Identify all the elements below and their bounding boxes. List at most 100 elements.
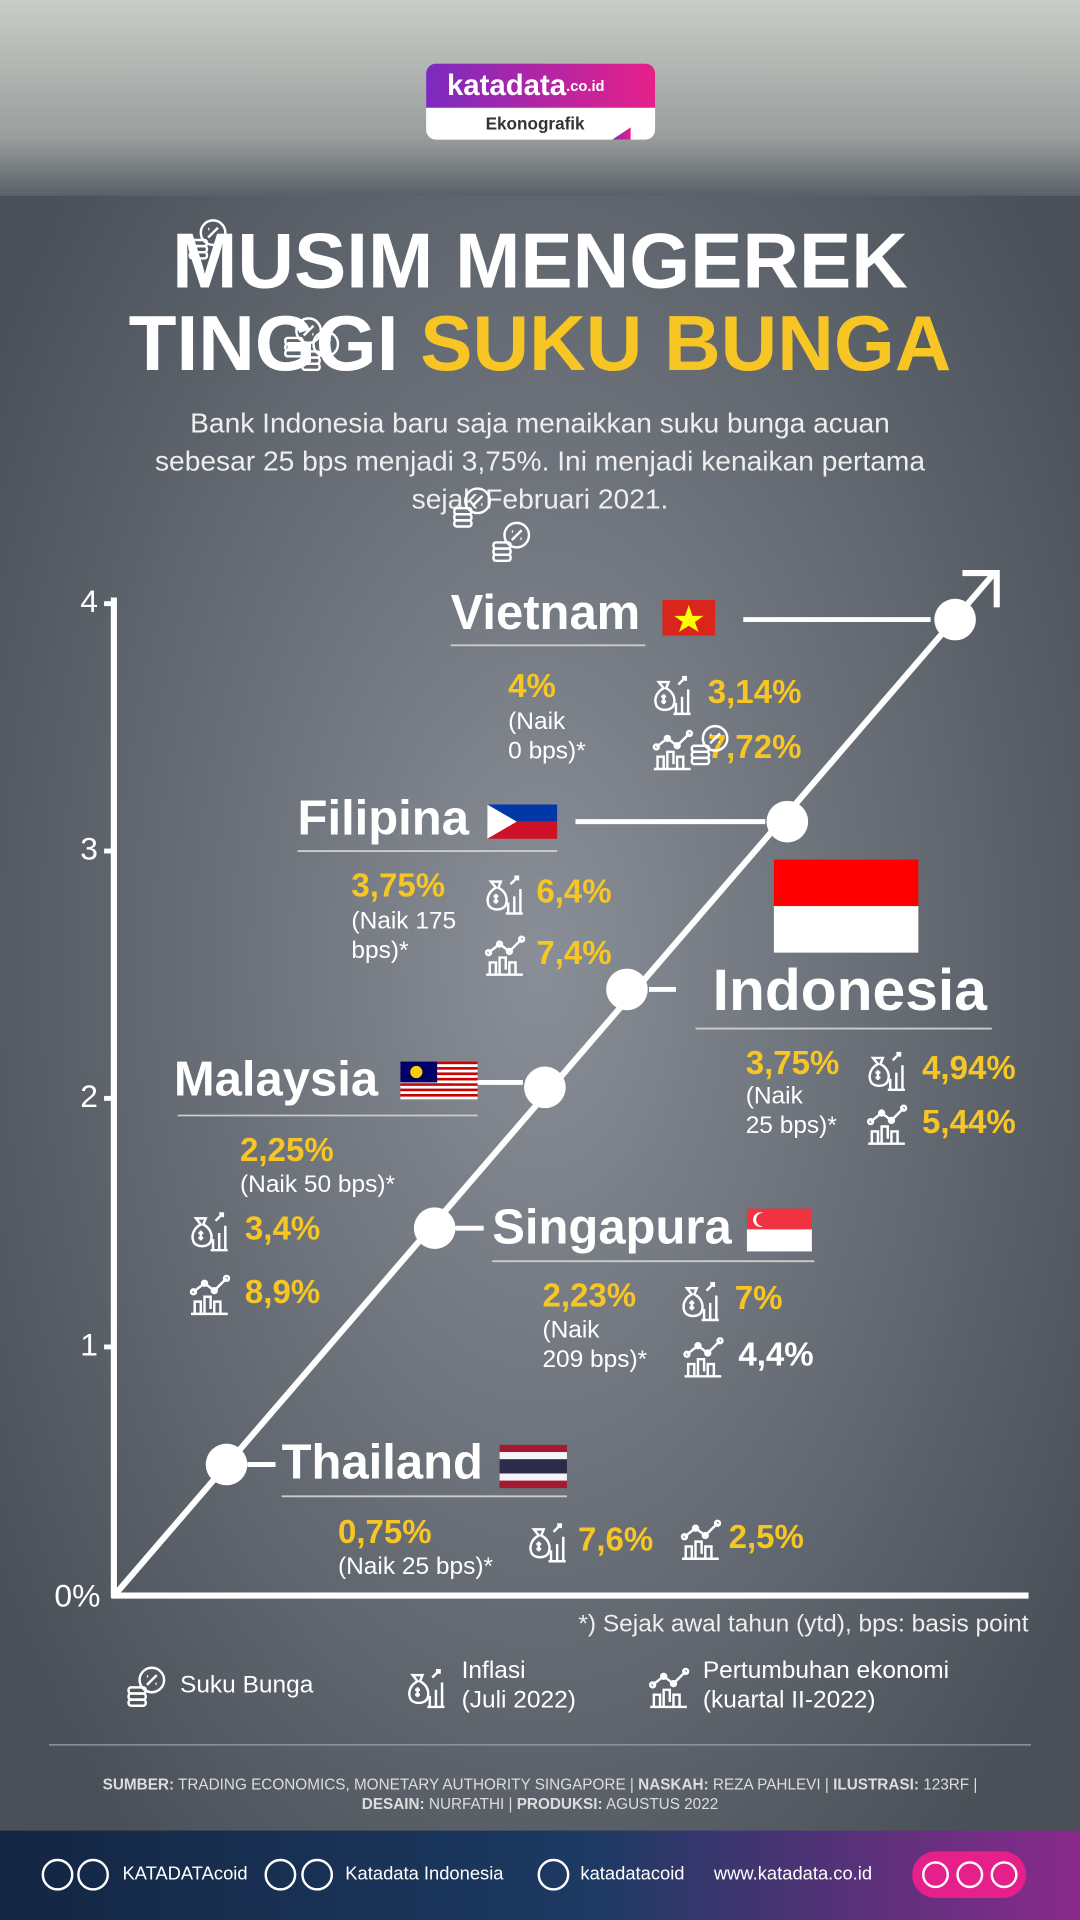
flag	[499, 1444, 567, 1453]
footer-link: katadatacoid	[580, 1863, 684, 1884]
flag-star	[674, 604, 704, 632]
flag	[400, 1096, 478, 1100]
country-dot	[205, 1443, 248, 1486]
flag	[400, 1075, 478, 1078]
source-text: REZA PAHLEVI |	[709, 1776, 833, 1793]
flag	[400, 1077, 478, 1081]
growth: 4,4%	[738, 1336, 813, 1373]
flag	[400, 1064, 478, 1068]
source-text: 123RF |	[919, 1776, 977, 1793]
flag	[773, 859, 919, 907]
axis-label: 4	[80, 583, 98, 619]
rate-note: (Naik 175	[351, 908, 456, 935]
source-text: AGUSTUS 2022	[603, 1796, 719, 1813]
country-name: Indonesia	[713, 958, 989, 1023]
legend-label: (Juli 2022)	[462, 1686, 576, 1713]
brand-suffix: .co.id	[566, 79, 604, 95]
flag	[499, 1466, 567, 1474]
title-line1: MUSIM MENGEREK	[172, 217, 908, 305]
rate: 4%	[508, 668, 556, 705]
flag	[487, 804, 517, 839]
legend-label: Suku Bunga	[180, 1672, 314, 1699]
country-dot	[606, 968, 648, 1011]
country-name: Thailand	[282, 1436, 483, 1490]
country-dot	[413, 1207, 456, 1249]
footer-link: Katadata Indonesia	[345, 1863, 504, 1884]
social-icons	[41, 1858, 1018, 1891]
footnote: *) Sejak awal tahun (ytd), bps: basis po…	[578, 1610, 1028, 1637]
subtitle-line: sejak Februari 2021.	[412, 483, 669, 514]
country-name: Malaysia	[174, 1052, 379, 1106]
flag	[400, 1069, 478, 1073]
inflation: 6,4%	[536, 874, 611, 911]
logo-brand: katadata.co.id	[447, 69, 605, 102]
cc-badge	[912, 1851, 1027, 1898]
flag	[400, 1091, 478, 1094]
flag	[400, 1088, 478, 1092]
rate-note: (Naik	[508, 708, 566, 735]
rate-note: 0 bps)*	[508, 737, 586, 764]
flag	[400, 1083, 478, 1086]
rate-note: 209 bps)*	[542, 1346, 647, 1373]
source-line: DESAIN: NURFATHI | PRODUKSI: AGUSTUS 202…	[362, 1796, 718, 1813]
rate: 3,75%	[746, 1045, 840, 1082]
country-dot	[934, 598, 976, 641]
flag	[400, 1072, 478, 1076]
legend-label: Pertumbuhan ekonomi	[703, 1657, 949, 1684]
flag	[400, 1067, 478, 1070]
country-dot	[766, 800, 809, 843]
inflation: 7,6%	[578, 1521, 653, 1558]
rate-note: 25 bps)*	[746, 1112, 838, 1139]
title-line2: TINGGI SUKU BUNGA	[129, 299, 952, 387]
growth: 2,5%	[729, 1519, 804, 1556]
subtitle: Bank Indonesia baru saja menaikkan suku …	[155, 407, 925, 514]
source-line: SUMBER: TRADING ECONOMICS, MONETARY AUTH…	[103, 1776, 978, 1793]
growth: 8,9%	[245, 1274, 320, 1311]
country-dot	[524, 1066, 566, 1109]
flag	[400, 1085, 478, 1089]
rate-note: (Naik	[746, 1083, 804, 1110]
rate: 2,25%	[240, 1132, 334, 1169]
footer-link: www.katadata.co.id	[713, 1863, 872, 1884]
source-text: TRADING ECONOMICS, MONETARY AUTHORITY SI…	[174, 1776, 638, 1793]
flag	[499, 1459, 567, 1467]
subtitle-line: Bank Indonesia baru saja menaikkan suku …	[190, 407, 890, 438]
legend-label: Inflasi	[462, 1657, 526, 1684]
legend-label: (kuartal II-2022)	[703, 1686, 876, 1713]
brand: katadata	[447, 69, 567, 102]
logo: katadata.co.id Ekonografik	[426, 63, 656, 140]
axis-label: 2	[80, 1078, 98, 1114]
flag	[499, 1480, 567, 1489]
inflation: 3,14%	[708, 674, 802, 711]
axis-label: 3	[80, 830, 98, 866]
source-label: NASKAH:	[638, 1776, 709, 1793]
title-highlight: SUKU BUNGA	[420, 299, 951, 387]
footer-link: KATADATAcoid	[122, 1863, 247, 1884]
flag	[746, 1229, 812, 1252]
flag	[400, 1093, 478, 1097]
title-plain: TINGGI	[129, 299, 421, 387]
source-label: SUMBER:	[103, 1776, 174, 1793]
axis-label: 1	[80, 1326, 98, 1362]
flag	[756, 1212, 770, 1227]
source-label: PRODUKSI:	[517, 1796, 603, 1813]
rate-note: (Naik 25 bps)*	[338, 1553, 494, 1580]
rate: 0,75%	[338, 1514, 432, 1551]
rate-note: (Naik	[542, 1316, 600, 1343]
country-name: Filipina	[298, 792, 470, 846]
axis-label: 0%	[54, 1577, 100, 1613]
rate: 3,75%	[351, 867, 445, 904]
flag	[410, 1065, 423, 1079]
growth: 5,44%	[922, 1104, 1016, 1141]
rate: 2,23%	[542, 1278, 636, 1315]
flag	[499, 1452, 567, 1460]
source-text: NURFATHI |	[425, 1796, 517, 1813]
growth: 7,4%	[536, 935, 611, 972]
section: Ekonografik	[486, 113, 585, 133]
inflation: 7%	[735, 1280, 783, 1317]
flag	[773, 906, 919, 953]
inflation: 4,94%	[922, 1050, 1016, 1087]
